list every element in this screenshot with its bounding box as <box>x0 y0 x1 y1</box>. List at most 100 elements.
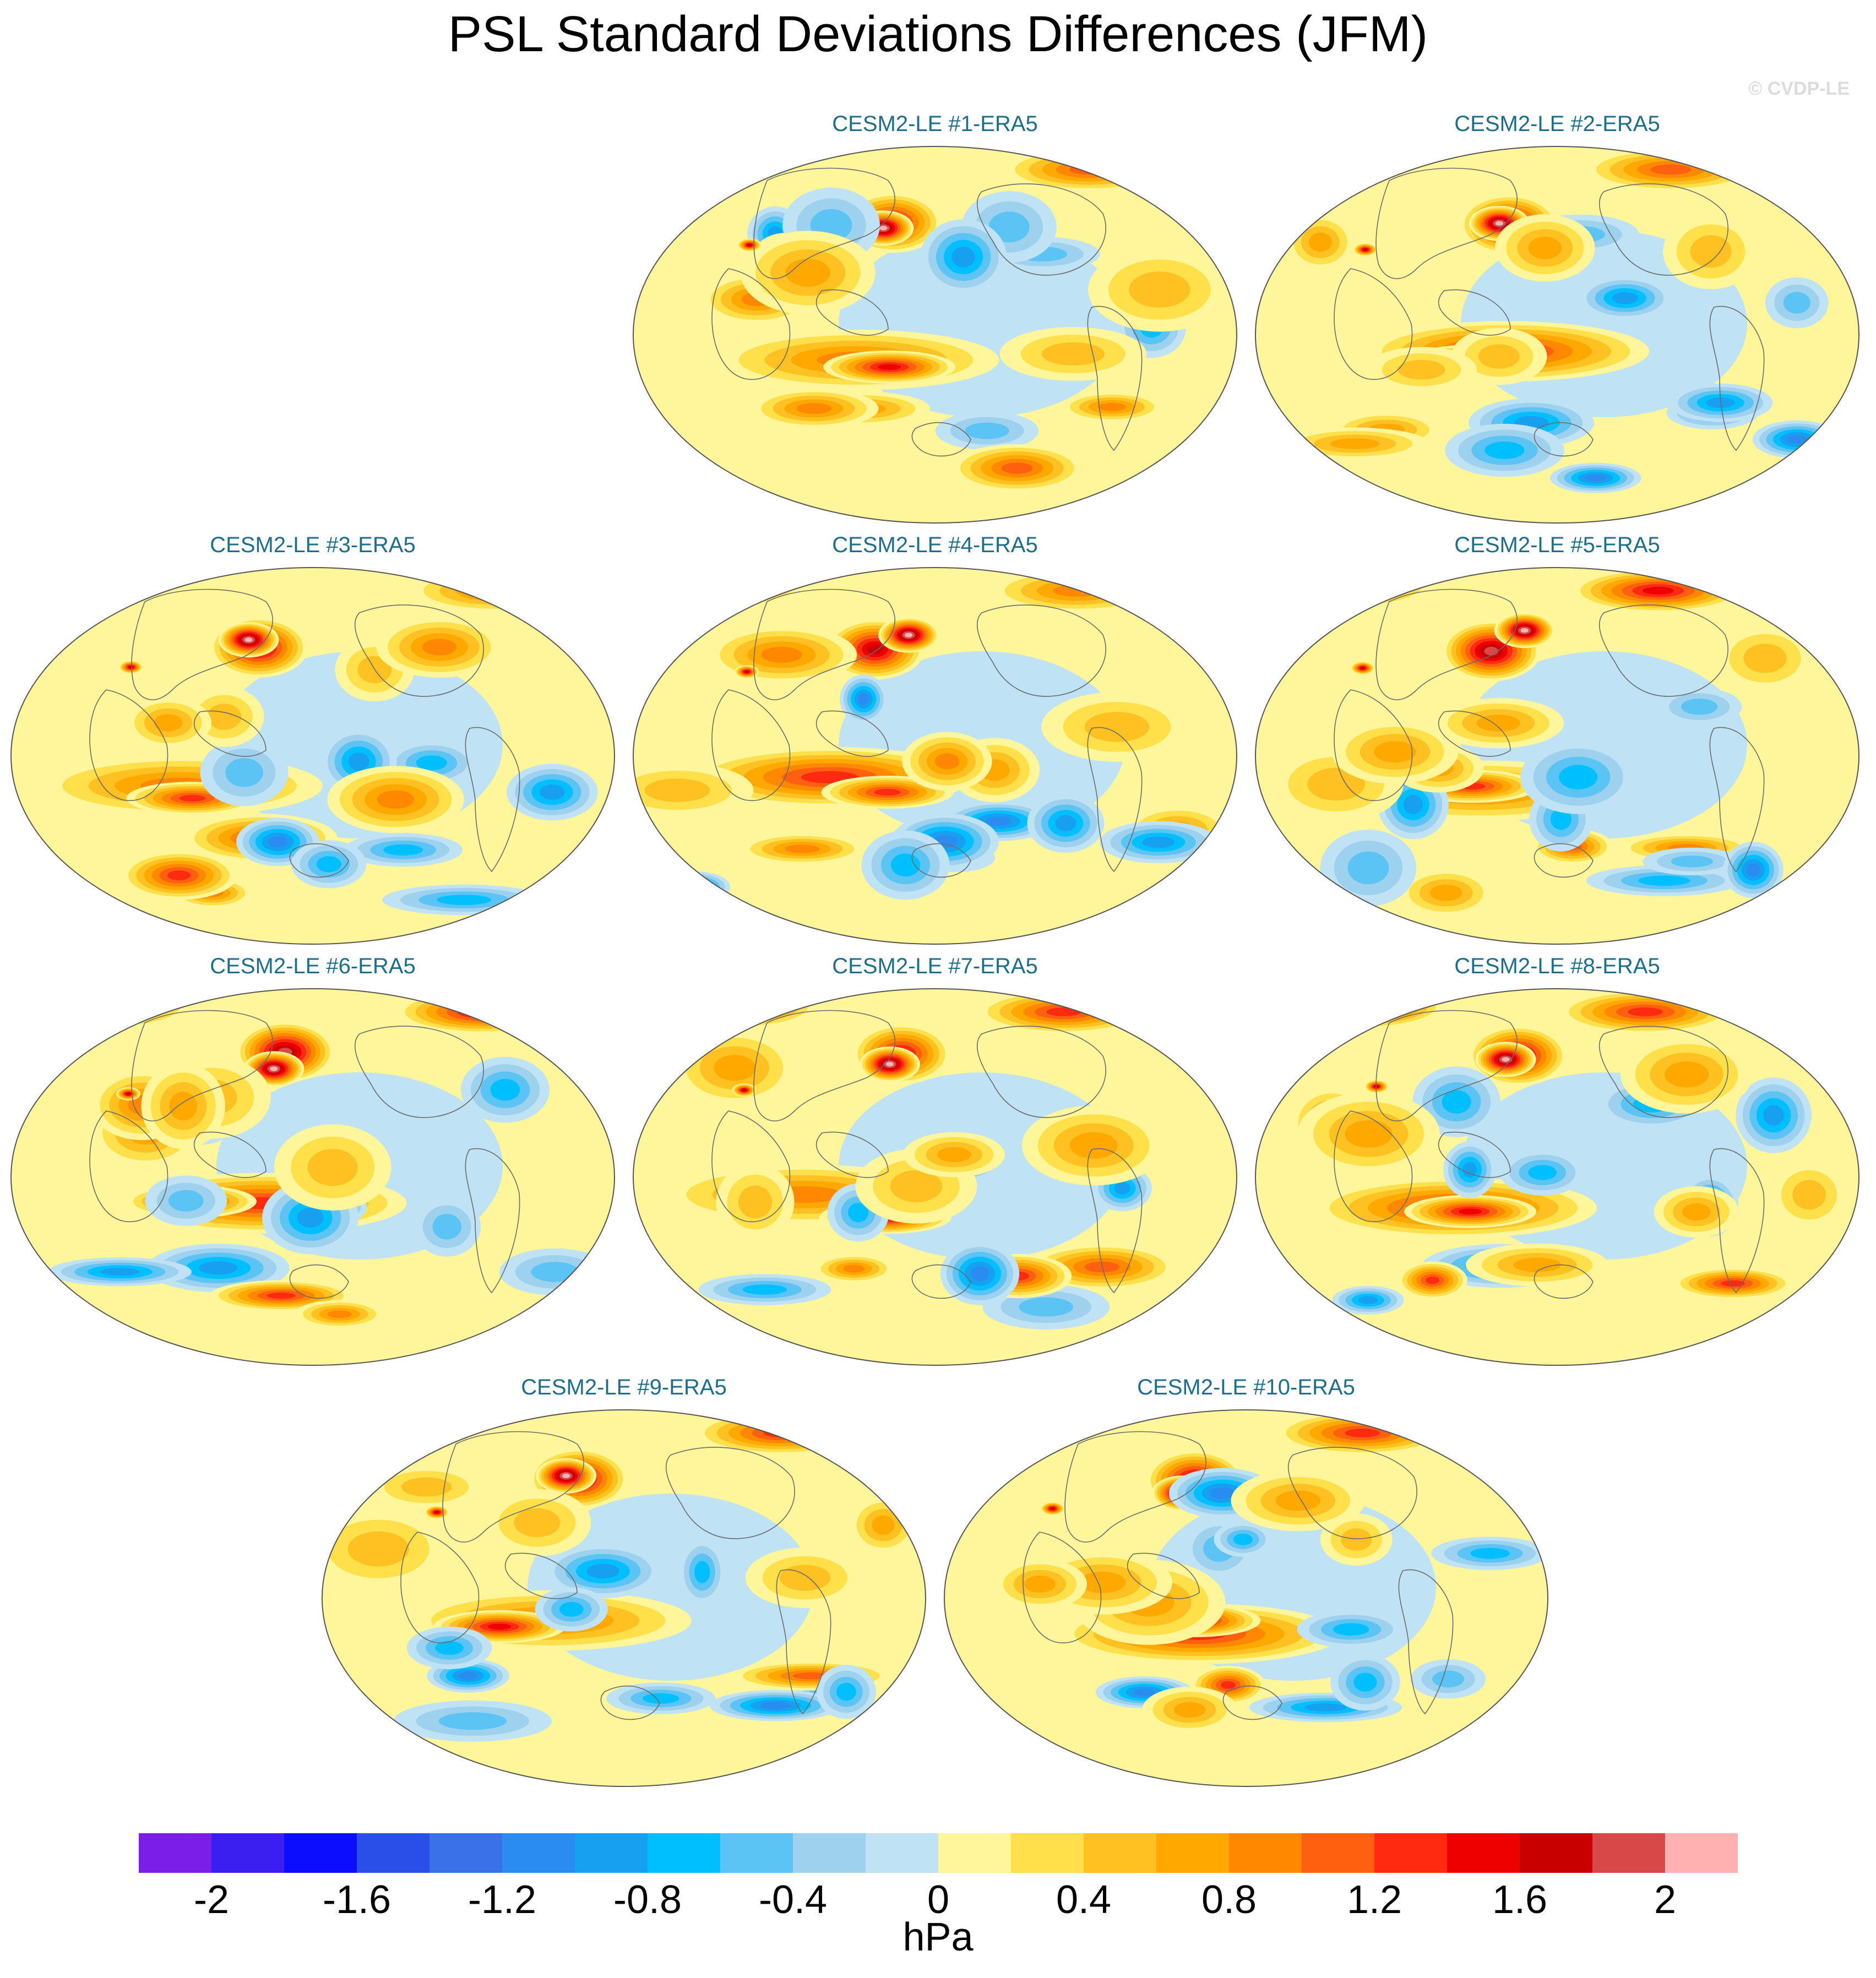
colorbar-swatch <box>1302 1833 1375 1873</box>
panel-title: CESM2-LE #4-ERA5 <box>832 533 1038 557</box>
map-border <box>10 567 615 945</box>
anomaly-field <box>633 568 1237 944</box>
coastline <box>815 1131 889 1178</box>
coastline <box>289 1264 349 1299</box>
map-border <box>1255 146 1859 524</box>
map-panel-9: CESM2-LE #9-ERA5 <box>318 1374 929 1797</box>
coastline <box>1709 1148 1765 1294</box>
coastline <box>1127 1552 1200 1599</box>
anomaly-field <box>322 1410 926 1786</box>
coastline <box>753 167 895 279</box>
colorbar-unit: hPa <box>902 1915 974 1959</box>
panel-title: CESM2-LE #5-ERA5 <box>1454 533 1660 557</box>
colorbar-tick-labels: -2 -1.6 -1.2 -0.8 -0.4 0 0.4 0.8 1.2 1.6 2 <box>0 1872 1876 1938</box>
coastline <box>1709 306 1765 451</box>
map-2 <box>1255 146 1859 524</box>
colorbar-swatch <box>1520 1833 1593 1873</box>
anomaly-field <box>1255 989 1859 1365</box>
colorbar-swatch <box>284 1833 357 1873</box>
coastline <box>1064 1431 1206 1543</box>
panel-title: CESM2-LE #2-ERA5 <box>1454 112 1660 136</box>
map-9 <box>322 1409 926 1787</box>
map-border <box>322 1409 926 1787</box>
map-border <box>1255 567 1859 945</box>
colorbar-tick-label: 0.8 <box>1201 1878 1257 1922</box>
map-panel-10: CESM2-LE #10-ERA5 <box>940 1374 1552 1797</box>
map-7 <box>633 988 1237 1366</box>
coastline <box>1598 1026 1728 1118</box>
coastline <box>776 1569 831 1715</box>
colorbar-tick-label: -0.4 <box>758 1878 828 1922</box>
colorbar-swatch <box>793 1833 866 1873</box>
colorbar-swatch <box>1592 1833 1666 1873</box>
colorbar-tick-label: 1.6 <box>1492 1878 1548 1922</box>
anomaly-field <box>11 989 615 1365</box>
coastline <box>1534 422 1594 457</box>
map-6 <box>10 988 615 1366</box>
coastline <box>1087 1148 1143 1294</box>
map-panel-5: CESM2-LE #5-ERA5 <box>1252 531 1863 955</box>
coastline <box>131 1010 273 1121</box>
map-border <box>633 146 1237 524</box>
coastline <box>911 843 971 878</box>
colorbar <box>139 1833 1738 1873</box>
anomaly-field <box>11 568 615 944</box>
coastline <box>976 604 1106 697</box>
coastline <box>1375 167 1518 279</box>
coastline <box>1334 268 1413 380</box>
map-panel-4: CESM2-LE #4-ERA5 <box>629 531 1241 955</box>
map-10 <box>944 1409 1548 1787</box>
panel-title: CESM2-LE #8-ERA5 <box>1454 954 1660 978</box>
map-5 <box>1255 567 1859 945</box>
coastline <box>442 1431 584 1543</box>
coastline <box>911 422 971 457</box>
coastline <box>711 689 791 802</box>
map-border <box>10 988 615 1366</box>
coastline <box>1222 1685 1282 1720</box>
colorbar-swatch <box>429 1833 503 1873</box>
panel-title: CESM2-LE #9-ERA5 <box>521 1375 727 1399</box>
colorbar-tick-label: -1.6 <box>322 1878 391 1922</box>
coastline <box>1598 183 1728 276</box>
anomaly-field <box>1255 146 1859 523</box>
map-8 <box>1255 988 1859 1366</box>
map-border <box>633 988 1237 1366</box>
credit-watermark: © CVDP-LE <box>1748 78 1850 99</box>
coastline <box>89 689 168 802</box>
colorbar-swatch <box>866 1833 939 1873</box>
map-panel-8: CESM2-LE #8-ERA5 <box>1252 952 1863 1376</box>
coastline <box>711 1110 791 1223</box>
colorbar-tick-label: 0.4 <box>1056 1878 1112 1922</box>
coastline <box>193 710 267 757</box>
coastline <box>1709 727 1765 873</box>
panel-title: CESM2-LE #7-ERA5 <box>832 954 1038 978</box>
coastline <box>400 1532 480 1644</box>
colorbar-tick-label: -1.2 <box>467 1878 537 1922</box>
colorbar-swatch <box>1374 1833 1448 1873</box>
colorbar-tick-label: 0 <box>927 1878 950 1922</box>
coastline <box>131 589 273 700</box>
coastline <box>600 1685 660 1720</box>
map-panel-7: CESM2-LE #7-ERA5 <box>629 952 1241 1376</box>
colorbar-swatch <box>357 1833 430 1873</box>
anomaly-field <box>633 146 1237 523</box>
coastline <box>1534 843 1594 878</box>
coastline <box>1023 1532 1102 1644</box>
coastline <box>1334 689 1413 802</box>
coastline <box>815 710 889 757</box>
coastline <box>1375 1010 1518 1121</box>
coastline <box>753 1010 895 1121</box>
coastline <box>1398 1569 1454 1715</box>
coastline <box>1438 1131 1511 1178</box>
coastline <box>753 589 895 700</box>
coastline <box>665 1447 795 1539</box>
map-panel-6: CESM2-LE #6-ERA5 <box>7 952 618 1376</box>
panel-title: CESM2-LE #1-ERA5 <box>832 112 1038 136</box>
colorbar-tick-label: -2 <box>193 1878 230 1922</box>
colorbar-swatch <box>1447 1833 1520 1873</box>
figure-title: PSL Standard Deviations Differences (JFM… <box>448 6 1428 62</box>
coastline <box>1375 589 1518 700</box>
coastline <box>289 843 349 878</box>
colorbar-swatch <box>502 1833 575 1873</box>
colorbar-swatch <box>1665 1833 1738 1873</box>
